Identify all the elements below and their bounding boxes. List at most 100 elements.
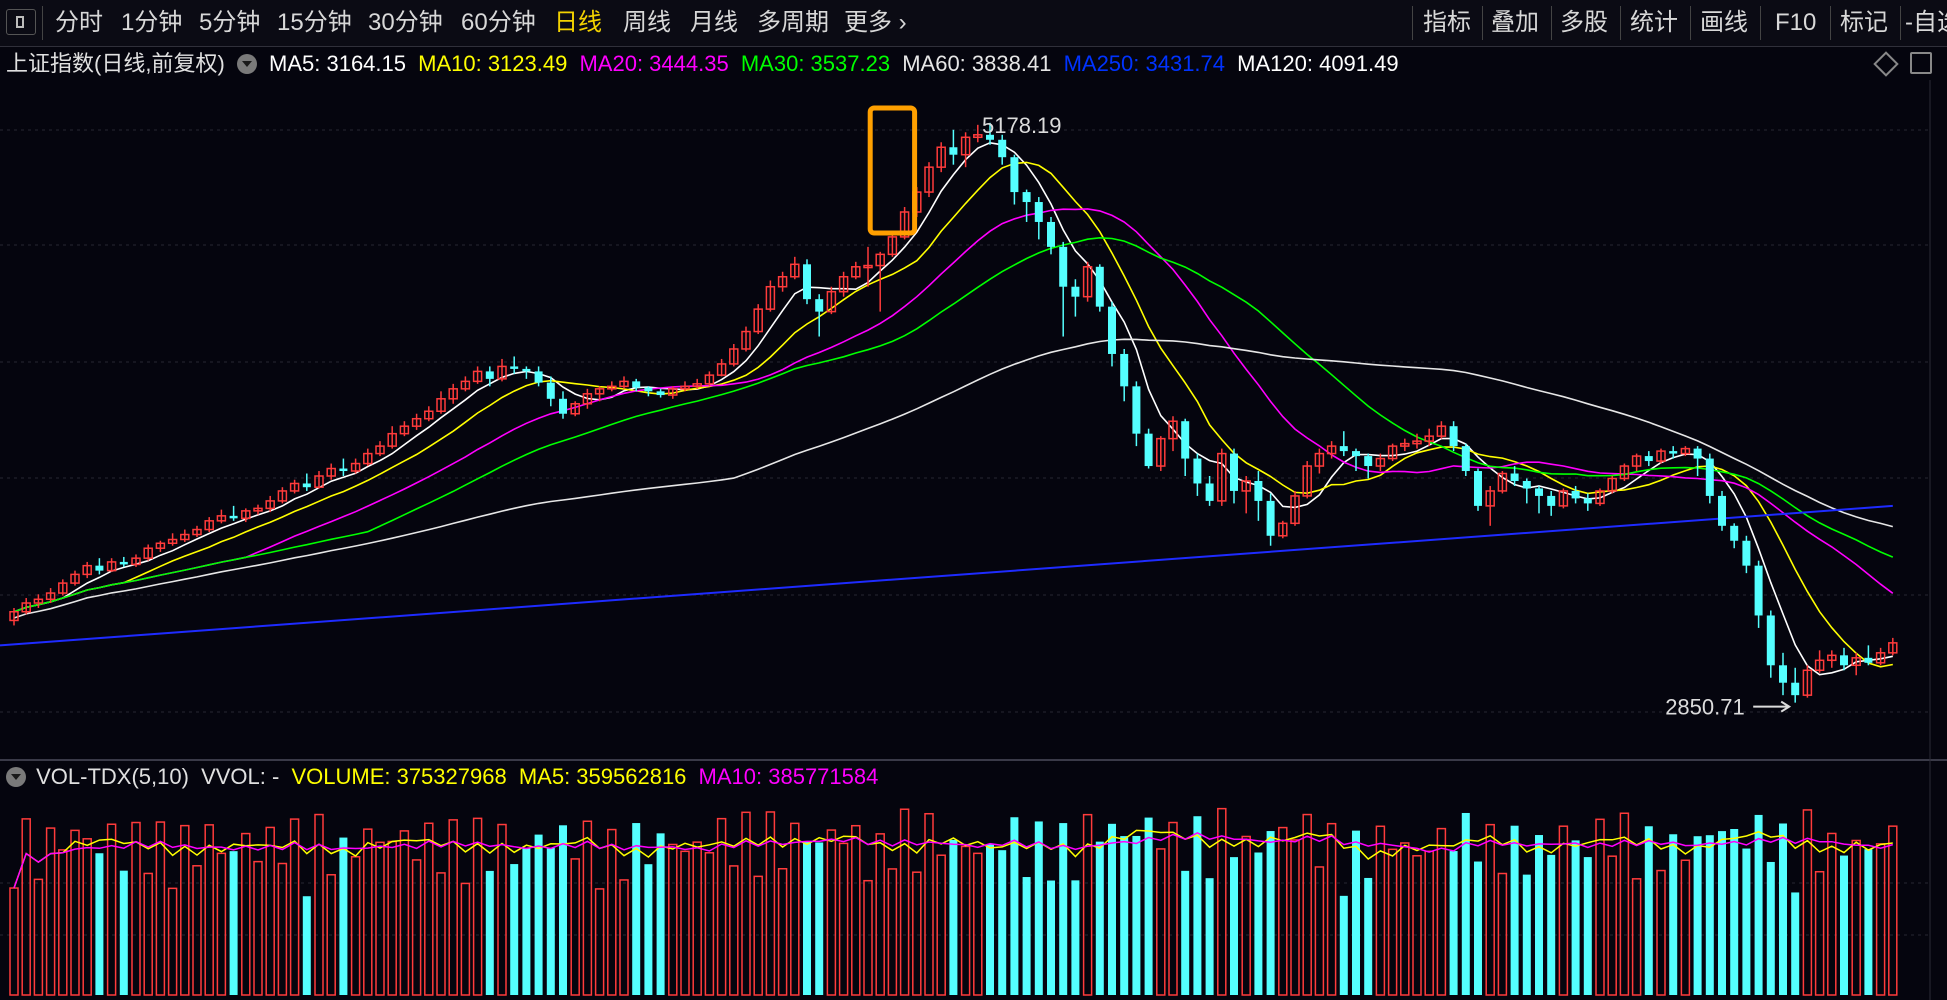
period-tab-1min[interactable]: 1分钟 (121, 9, 183, 36)
candle-body (1888, 642, 1898, 654)
volume-bar (899, 808, 910, 996)
candle-body (1522, 480, 1531, 489)
vvol-label: VVOL: - (201, 764, 280, 789)
volume-bar (387, 840, 397, 996)
volume-bar (106, 823, 117, 996)
panel-toggle-icon[interactable] (6, 9, 36, 35)
volume-bar (1680, 859, 1691, 996)
candle-body (1400, 442, 1410, 447)
volume-header: VOL-TDX(5,10) VVOL: - VOLUME: 375327968 … (6, 762, 878, 792)
volume-bar (729, 865, 739, 996)
volume-bar (253, 860, 263, 996)
f10-button[interactable]: F10 (1775, 9, 1817, 36)
candle-body (1010, 157, 1019, 193)
candle-body (1230, 453, 1238, 491)
volume-bar (350, 856, 361, 996)
volume-bar (1705, 835, 1714, 995)
volume-bar (1047, 880, 1055, 995)
candle-body (729, 348, 739, 365)
watchlist-button[interactable]: -自选 (1905, 9, 1947, 36)
candle-body (716, 363, 727, 376)
low-price-label: 2850.71 (1665, 695, 1745, 720)
period-tab-daily[interactable]: 日线 (554, 9, 602, 36)
indicator-button[interactable]: 指标 (1423, 9, 1471, 36)
overlay-button[interactable]: 叠加 (1491, 9, 1539, 36)
low-arrowhead-icon (1780, 700, 1792, 713)
multi-stock-button[interactable]: 多股 (1560, 9, 1608, 36)
volume-bar (1485, 823, 1495, 996)
volume-bar (1168, 821, 1178, 996)
volume-bar (1364, 877, 1373, 995)
volume-bar (1095, 841, 1104, 995)
candle-body (632, 381, 641, 388)
volume-bar (875, 833, 885, 996)
candle-body (1875, 652, 1886, 664)
candle-body (1217, 452, 1227, 502)
candle-body (411, 417, 422, 427)
window-icon[interactable] (1910, 52, 1932, 74)
candle-body (510, 366, 519, 369)
mark-button[interactable]: 标记 (1840, 9, 1888, 36)
price-gridlines (0, 129, 1930, 936)
ma120-label: MA120: 4091.49 (1237, 51, 1399, 76)
volume-bar (1266, 831, 1275, 995)
statistics-button[interactable]: 统计 (1630, 9, 1678, 36)
candle-body (1474, 471, 1482, 506)
candle-body (1339, 446, 1348, 452)
period-tab-5min[interactable]: 5分钟 (199, 9, 261, 36)
candle-body (986, 134, 994, 140)
volume-ma-lines (13, 829, 1894, 889)
candle-body (33, 598, 44, 604)
candle-body (949, 147, 958, 155)
volume-bar (1302, 813, 1312, 996)
candle-body (924, 166, 934, 193)
candle-body (1497, 472, 1508, 492)
volume-dropdown-icon[interactable] (6, 767, 26, 787)
candle-body (790, 263, 800, 278)
candle-body (656, 391, 665, 396)
volume-bar (1230, 857, 1238, 995)
period-tab-weekly[interactable]: 周线 (623, 9, 671, 36)
candle-body (180, 533, 190, 541)
volume-bar (1571, 840, 1580, 995)
volume-bar (1375, 825, 1386, 996)
candle-body (1168, 420, 1178, 440)
candle-body (704, 374, 715, 385)
period-tab-30min[interactable]: 30分钟 (368, 9, 443, 36)
volume-bar (1034, 821, 1043, 995)
volume-bar (9, 887, 19, 996)
candle-body (826, 290, 837, 313)
volume-bar (1424, 850, 1434, 996)
volume-bar (229, 851, 238, 995)
volume-bar (302, 896, 311, 995)
volume-bar (546, 847, 555, 995)
candle-body (1290, 495, 1300, 525)
candle-body (753, 308, 763, 333)
volume-bar (1888, 825, 1898, 996)
draw-line-button[interactable]: 画线 (1700, 9, 1748, 36)
candle-body (277, 490, 288, 502)
candle-body (546, 382, 555, 399)
candle-body (143, 547, 153, 559)
candle-body (1461, 446, 1470, 472)
period-tab-monthly[interactable]: 月线 (690, 9, 738, 36)
candle-body (289, 482, 300, 492)
indicator-dropdown-icon[interactable] (236, 54, 257, 74)
period-more-button[interactable]: 更多 › (844, 9, 907, 36)
candle-body (350, 462, 361, 472)
volume-bar (95, 853, 104, 995)
candle-body (70, 573, 80, 584)
volume-bar (119, 870, 128, 995)
period-tab-fenshi[interactable]: 分时 (55, 9, 103, 36)
period-tab-multi[interactable]: 多周期 (757, 9, 829, 36)
volume-bar (1558, 825, 1569, 996)
period-tab-60min[interactable]: 60分钟 (461, 9, 536, 36)
volume-bar (192, 865, 202, 996)
candle-body (1375, 457, 1386, 467)
volume-bar (180, 824, 190, 996)
period-tab-15min[interactable]: 15分钟 (277, 9, 352, 36)
candle-body (644, 387, 653, 392)
candle-body (1071, 286, 1080, 297)
candle-body (692, 383, 702, 388)
